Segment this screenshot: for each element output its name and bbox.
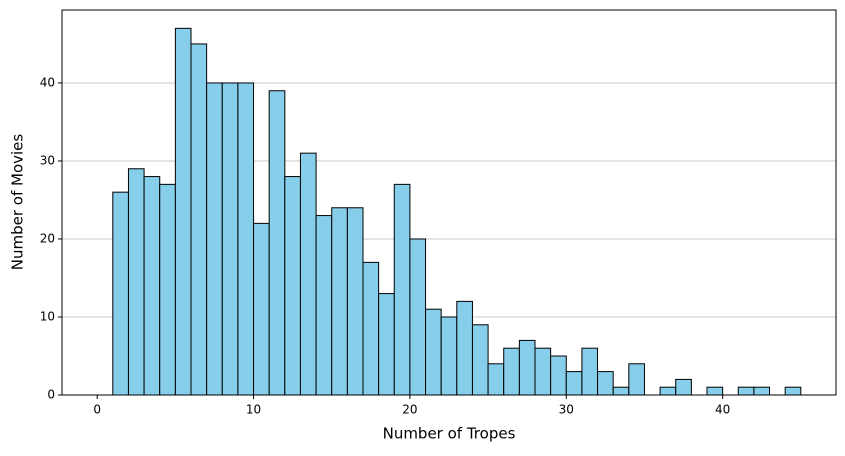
bar: [253, 222, 270, 396]
bar: [268, 90, 286, 396]
bar: [299, 152, 317, 396]
bar: [378, 293, 395, 396]
bar: [784, 386, 802, 396]
bar: [518, 339, 536, 396]
bar: [112, 191, 129, 396]
plot-frame: [61, 9, 837, 396]
bar: [753, 386, 771, 396]
bar: [487, 363, 505, 396]
bar: [456, 300, 473, 396]
x-tick-label: 30: [559, 403, 574, 417]
y-axis-label: Number of Movies: [9, 134, 27, 271]
bar: [346, 207, 364, 396]
bar: [628, 363, 645, 396]
bar: [393, 183, 411, 396]
bar: [659, 386, 677, 396]
bar: [675, 378, 692, 396]
bar: [221, 82, 239, 396]
bar: [362, 261, 380, 396]
bar: [471, 324, 489, 396]
bar: [534, 347, 552, 396]
bar: [409, 238, 427, 396]
bar: [127, 168, 145, 396]
y-tick-label: 10: [40, 309, 55, 323]
y-tick-label: 30: [40, 153, 55, 167]
bar: [315, 215, 333, 396]
bar: [425, 308, 442, 396]
y-tick-label: 40: [40, 75, 55, 89]
bar: [190, 43, 208, 396]
bar: [612, 386, 630, 396]
bar: [597, 371, 614, 396]
x-axis-label: Number of Tropes: [383, 425, 516, 443]
bar: [159, 183, 176, 396]
x-tick-label: 0: [93, 403, 101, 417]
bar: [581, 347, 599, 396]
bar: [737, 386, 755, 396]
x-tick-label: 10: [246, 403, 261, 417]
bar: [550, 355, 567, 396]
bar: [565, 371, 583, 396]
bar: [284, 176, 301, 396]
bar: [206, 82, 223, 396]
x-tick-label: 40: [715, 403, 730, 417]
bar: [706, 386, 724, 396]
y-tick-label: 20: [40, 231, 55, 245]
bar: [174, 27, 192, 396]
x-tick-label: 20: [402, 403, 417, 417]
y-tick-label: 0: [47, 388, 55, 402]
bar: [331, 207, 348, 396]
bar: [143, 176, 161, 396]
bar: [237, 82, 255, 396]
bar: [440, 316, 458, 396]
bar: [503, 347, 520, 396]
